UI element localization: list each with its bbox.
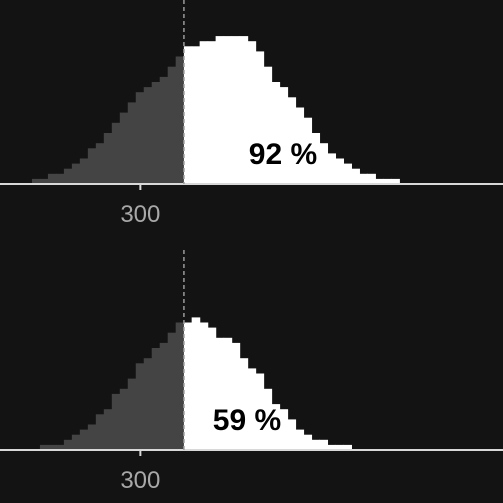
x-axis-tick-label: 300 [120, 201, 160, 228]
histogram-bar-above-threshold [359, 173, 368, 184]
histogram-bar-above-threshold [343, 444, 352, 450]
histogram-bar-above-threshold [231, 36, 241, 184]
histogram-bar-above-threshold [255, 51, 265, 185]
histogram-bar-above-threshold [375, 178, 384, 184]
histogram-bar-below-threshold [47, 173, 57, 184]
histogram-bar-above-threshold [239, 358, 249, 450]
histogram-bar-above-threshold [383, 178, 392, 184]
histogram-bar-above-threshold [231, 342, 241, 450]
histogram-bar-below-threshold [95, 414, 105, 450]
histogram-bar-above-threshold [215, 36, 225, 184]
histogram-bar-above-threshold [239, 36, 249, 184]
histogram-bar-above-threshold [263, 388, 273, 450]
histogram-bar-above-threshold [183, 322, 193, 450]
histogram-bar-above-threshold [207, 41, 217, 185]
histogram-panel-top: 300 92 % [0, 0, 503, 228]
percent-above-threshold-label: 59 % [213, 404, 281, 437]
histogram-bar-above-threshold [335, 444, 344, 450]
histogram-bar-below-threshold [151, 348, 161, 450]
histogram-bar-above-threshold [255, 373, 265, 450]
histogram-bar-below-threshold [103, 133, 113, 184]
histogram-bar-below-threshold [175, 322, 185, 450]
histogram-bar-below-threshold [159, 76, 169, 184]
histogram-bar-above-threshold [271, 404, 281, 450]
histogram-bar-below-threshold [95, 143, 105, 184]
histogram-bar-above-threshold [223, 337, 233, 450]
histogram-bar-above-threshold [271, 82, 281, 184]
histogram-bar-below-threshold [111, 122, 121, 184]
histogram-bar-above-threshold [367, 173, 376, 184]
histogram-bar-below-threshold [55, 444, 65, 450]
histogram-bar-below-threshold [159, 342, 169, 450]
histogram-bar-above-threshold [319, 143, 329, 184]
histogram-bar-above-threshold [223, 36, 233, 184]
histogram-bar-below-threshold [167, 66, 177, 184]
histogram-bar-below-threshold [39, 444, 49, 450]
histogram-bar-above-threshold [335, 158, 344, 184]
histogram-bar-above-threshold [311, 133, 321, 184]
histogram-bar-below-threshold [175, 56, 185, 184]
histogram-bar-below-threshold [127, 378, 137, 450]
histogram-bar-below-threshold [87, 424, 97, 450]
histogram-bar-below-threshold [111, 393, 121, 450]
histogram-bar-above-threshold [303, 117, 313, 184]
histogram-bar-below-threshold [119, 388, 129, 450]
histogram-bar-below-threshold [143, 358, 153, 450]
histogram-bar-below-threshold [55, 173, 65, 184]
histogram-bar-above-threshold [303, 434, 313, 450]
histogram-bar-below-threshold [71, 434, 81, 450]
histogram-panel-bottom: 300 59 % [0, 250, 503, 494]
histogram-bar-below-threshold [119, 112, 129, 184]
histogram-bar-above-threshold [311, 439, 321, 450]
histogram-bar-below-threshold [127, 102, 137, 184]
histogram-bar-below-threshold [87, 148, 97, 184]
histogram-bar-above-threshold [247, 41, 257, 185]
histogram-bar-below-threshold [71, 163, 81, 184]
histogram-bar-below-threshold [79, 158, 89, 184]
histogram-bar-above-threshold [327, 444, 337, 450]
histogram-bar-below-threshold [79, 429, 89, 450]
histogram-bar-below-threshold [167, 332, 177, 450]
histogram-bar-above-threshold [199, 41, 209, 185]
x-axis-tick-label: 300 [120, 467, 160, 494]
histogram-bar-above-threshold [287, 419, 297, 450]
histogram-bar-above-threshold [263, 66, 273, 184]
percent-above-threshold-label: 92 % [249, 138, 317, 171]
histogram-bar-below-threshold [135, 363, 145, 450]
histogram-bar-above-threshold [199, 322, 209, 450]
histogram-bar-above-threshold [319, 439, 329, 450]
histogram-bar-below-threshold [63, 439, 73, 450]
histogram-bar-above-threshold [295, 107, 305, 184]
histogram-bar-below-threshold [135, 92, 145, 184]
histogram-bar-below-threshold [103, 409, 113, 450]
histogram-bar-below-threshold [151, 82, 161, 184]
histogram-bar-below-threshold [39, 178, 49, 184]
histogram-bar-above-threshold [351, 168, 360, 184]
histogram-bar-below-threshold [63, 168, 73, 184]
histogram-bar-above-threshold [215, 337, 225, 450]
histogram-bar-above-threshold [191, 317, 201, 450]
histogram-bar-above-threshold [247, 368, 257, 450]
histogram-bar-below-threshold [31, 178, 41, 184]
histogram-bar-below-threshold [47, 444, 57, 450]
histogram-bar-above-threshold [279, 409, 289, 450]
histogram-bar-above-threshold [287, 97, 297, 184]
histogram-bar-above-threshold [191, 46, 201, 184]
histogram-bar-above-threshold [207, 327, 217, 450]
histogram-bar-above-threshold [343, 163, 352, 184]
histogram-bar-above-threshold [295, 429, 305, 450]
histogram-bar-above-threshold [279, 87, 289, 184]
histogram-bar-above-threshold [183, 46, 193, 184]
histogram-bar-above-threshold [391, 178, 400, 184]
histogram-bar-above-threshold [327, 153, 337, 184]
histogram-bar-below-threshold [143, 87, 153, 184]
